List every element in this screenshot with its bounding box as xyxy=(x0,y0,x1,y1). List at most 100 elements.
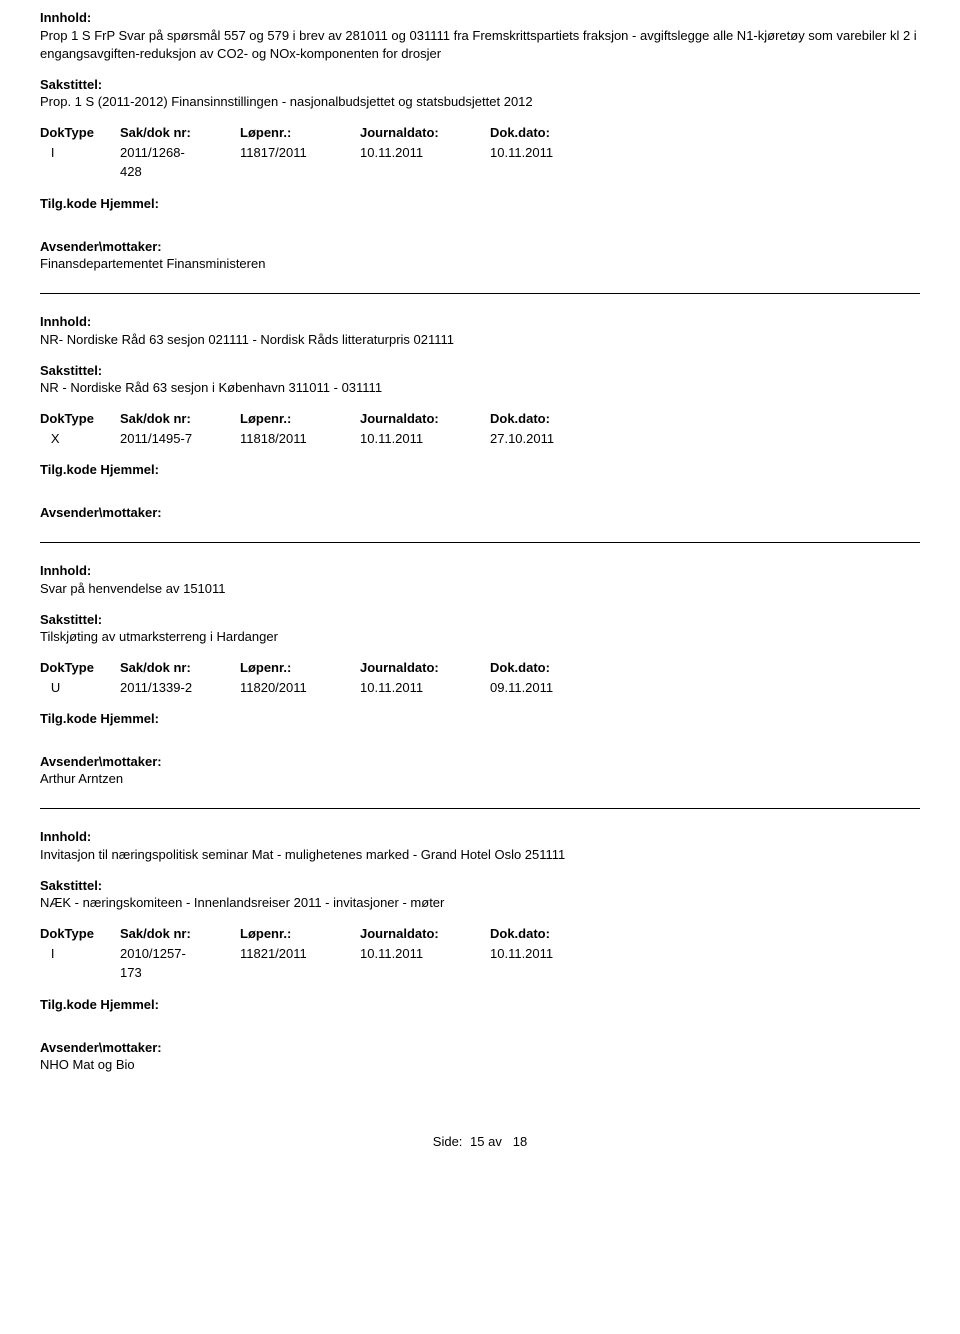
avsender-label: Avsender\mottaker: xyxy=(40,239,920,254)
metadata-table: DokTypeSak/dok nr:Løpenr.:Journaldato:Do… xyxy=(40,409,920,448)
table-header-row: DokTypeSak/dok nr:Løpenr.:Journaldato:Do… xyxy=(40,658,920,678)
table-header-row: DokTypeSak/dok nr:Løpenr.:Journaldato:Do… xyxy=(40,123,920,143)
innhold-label: Innhold: xyxy=(40,10,920,25)
sakstittel-label: Sakstittel: xyxy=(40,77,920,92)
journaldato-header: Journaldato: xyxy=(360,123,490,143)
lopenr-value xyxy=(240,162,360,182)
doktype-header: DokType xyxy=(40,409,120,429)
sakstittel-text: NÆK - næringskomiteen - Innenlandsreiser… xyxy=(40,895,920,910)
innhold-label: Innhold: xyxy=(40,563,920,578)
page-total xyxy=(506,1134,513,1149)
sakstittel-label: Sakstittel: xyxy=(40,878,920,893)
journaldato-value: 10.11.2011 xyxy=(360,143,490,163)
innhold-text: Invitasjon til næringspolitisk seminar M… xyxy=(40,846,920,864)
record: Innhold: Invitasjon til næringspolitisk s… xyxy=(40,808,920,1094)
innhold-text: Svar på henvendelse av 151011 xyxy=(40,580,920,598)
journaldato-header: Journaldato: xyxy=(360,409,490,429)
doktype-value: I xyxy=(40,944,120,964)
avsender-label: Avsender\mottaker: xyxy=(40,505,920,520)
innhold-label: Innhold: xyxy=(40,829,920,844)
lopenr-value: 11818/2011 xyxy=(240,429,360,449)
avsender-text: NHO Mat og Bio xyxy=(40,1057,920,1072)
record: Innhold: NR- Nordiske Råd 63 sesjon 02111… xyxy=(40,293,920,542)
table-row: 173 xyxy=(40,963,920,983)
lopenr-value: 11820/2011 xyxy=(240,678,360,698)
sakdok-header: Sak/dok nr: xyxy=(120,123,240,143)
doktype-header: DokType xyxy=(40,658,120,678)
doktype-value: U xyxy=(40,678,120,698)
doktype-value xyxy=(40,162,120,182)
tilgkode-label: Tilg.kode Hjemmel: xyxy=(40,711,920,726)
table-row: X2011/1495-711818/201110.11.201127.10.20… xyxy=(40,429,920,449)
doktype-header: DokType xyxy=(40,924,120,944)
lopenr-value: 11821/2011 xyxy=(240,944,360,964)
record: Innhold: Svar på henvendelse av 151011 Sak… xyxy=(40,542,920,808)
lopenr-header: Løpenr.: xyxy=(240,924,360,944)
sakstittel-label: Sakstittel: xyxy=(40,363,920,378)
dokdato-value xyxy=(490,162,620,182)
table-row: I2010/1257-11821/201110.11.201110.11.201… xyxy=(40,944,920,964)
lopenr-header: Løpenr.: xyxy=(240,658,360,678)
sakstittel-text: NR - Nordiske Råd 63 sesjon i København … xyxy=(40,380,920,395)
side-label: Side: xyxy=(433,1134,463,1149)
doktype-header: DokType xyxy=(40,123,120,143)
tilgkode-label: Tilg.kode Hjemmel: xyxy=(40,997,920,1012)
lopenr-header: Løpenr.: xyxy=(240,123,360,143)
doktype-value: I xyxy=(40,143,120,163)
tilgkode-label: Tilg.kode Hjemmel: xyxy=(40,462,920,477)
dokdato-header: Dok.dato: xyxy=(490,123,620,143)
sakdok-value: 2010/1257- xyxy=(120,944,240,964)
sakstittel-text: Tilskjøting av utmarksterreng i Hardange… xyxy=(40,629,920,644)
journaldato-value xyxy=(360,963,490,983)
avsender-label: Avsender\mottaker: xyxy=(40,754,920,769)
journaldato-value xyxy=(360,162,490,182)
dokdato-value: 10.11.2011 xyxy=(490,944,620,964)
table-header-row: DokTypeSak/dok nr:Løpenr.:Journaldato:Do… xyxy=(40,409,920,429)
sakdok-value: 2011/1268- xyxy=(120,143,240,163)
doktype-value xyxy=(40,963,120,983)
journaldato-value: 10.11.2011 xyxy=(360,678,490,698)
lopenr-value xyxy=(240,963,360,983)
dokdato-header: Dok.dato: xyxy=(490,409,620,429)
table-row: 428 xyxy=(40,162,920,182)
record: Innhold: Prop 1 S FrP Svar på spørsmål 55… xyxy=(40,10,920,293)
journaldato-value: 10.11.2011 xyxy=(360,429,490,449)
page-footer: Side: 15 av 18 xyxy=(40,1134,920,1149)
tilgkode-label: Tilg.kode Hjemmel: xyxy=(40,196,920,211)
sakstittel-text: Prop. 1 S (2011-2012) Finansinnstillinge… xyxy=(40,94,920,109)
lopenr-value: 11817/2011 xyxy=(240,143,360,163)
metadata-table: DokTypeSak/dok nr:Løpenr.:Journaldato:Do… xyxy=(40,123,920,182)
table-row: U2011/1339-211820/201110.11.201109.11.20… xyxy=(40,678,920,698)
lopenr-header: Løpenr.: xyxy=(240,409,360,429)
sakdok-header: Sak/dok nr: xyxy=(120,658,240,678)
sakdok-header: Sak/dok nr: xyxy=(120,409,240,429)
innhold-text: Prop 1 S FrP Svar på spørsmål 557 og 579… xyxy=(40,27,920,63)
dokdato-value xyxy=(490,963,620,983)
sakdok-value: 173 xyxy=(120,963,240,983)
avsender-label: Avsender\mottaker: xyxy=(40,1040,920,1055)
page-current: 15 xyxy=(470,1134,484,1149)
dokdato-value: 10.11.2011 xyxy=(490,143,620,163)
avsender-text: Arthur Arntzen xyxy=(40,771,920,786)
innhold-text: NR- Nordiske Råd 63 sesjon 021111 - Nord… xyxy=(40,331,920,349)
avsender-text: Finansdepartementet Finansministeren xyxy=(40,256,920,271)
sakdok-header: Sak/dok nr: xyxy=(120,924,240,944)
innhold-label: Innhold: xyxy=(40,314,920,329)
dokdato-value: 09.11.2011 xyxy=(490,678,620,698)
table-header-row: DokTypeSak/dok nr:Løpenr.:Journaldato:Do… xyxy=(40,924,920,944)
sakdok-value: 2011/1495-7 xyxy=(120,429,240,449)
dokdato-header: Dok.dato: xyxy=(490,658,620,678)
doktype-value: X xyxy=(40,429,120,449)
table-row: I2011/1268-11817/201110.11.201110.11.201… xyxy=(40,143,920,163)
journaldato-header: Journaldato: xyxy=(360,924,490,944)
av-label: av xyxy=(488,1134,502,1149)
metadata-table: DokTypeSak/dok nr:Løpenr.:Journaldato:Do… xyxy=(40,924,920,983)
metadata-table: DokTypeSak/dok nr:Løpenr.:Journaldato:Do… xyxy=(40,658,920,697)
dokdato-value: 27.10.2011 xyxy=(490,429,620,449)
dokdato-header: Dok.dato: xyxy=(490,924,620,944)
journaldato-header: Journaldato: xyxy=(360,658,490,678)
journaldato-value: 10.11.2011 xyxy=(360,944,490,964)
sakstittel-label: Sakstittel: xyxy=(40,612,920,627)
sakdok-value: 2011/1339-2 xyxy=(120,678,240,698)
sakdok-value: 428 xyxy=(120,162,240,182)
